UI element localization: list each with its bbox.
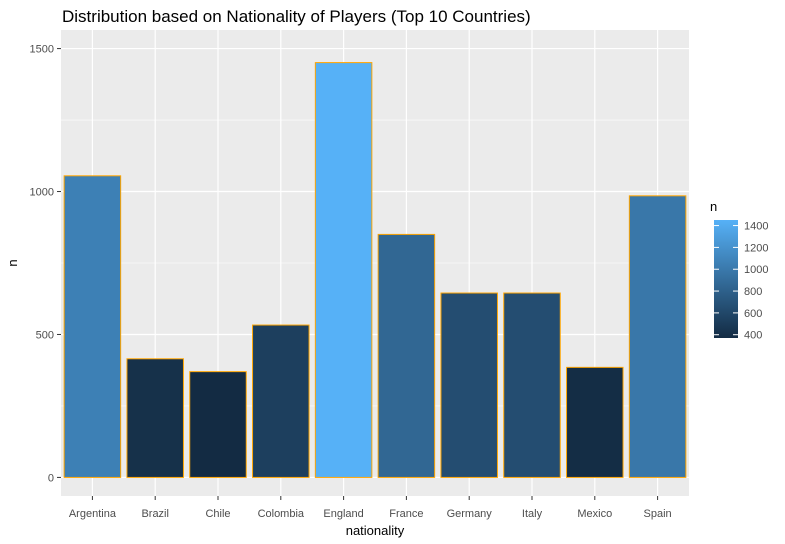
x-tick-label: Mexico <box>577 508 612 520</box>
legend-label: 400 <box>744 330 762 342</box>
legend-label: 600 <box>744 308 762 320</box>
x-tick-label: Spain <box>644 508 672 520</box>
legend-colorbar <box>714 220 738 338</box>
y-tick-label: 0 <box>48 472 54 484</box>
bar-england <box>314 62 373 478</box>
bar-brazil <box>126 358 184 478</box>
y-axis-title: n <box>5 259 20 266</box>
x-tick-label: Chile <box>205 508 230 520</box>
x-tick-label: Colombia <box>258 508 305 520</box>
bar-italy <box>503 292 561 478</box>
bar-chile <box>189 371 247 478</box>
x-axis-title: nationality <box>346 523 405 538</box>
x-tick-label: France <box>389 508 423 520</box>
y-axis: 0 500 1000 1500 <box>30 44 61 484</box>
x-tick-label: Argentina <box>69 508 117 520</box>
legend-label: 800 <box>744 286 762 298</box>
legend: n 1400 1200 1000 800 600 400 <box>710 199 768 342</box>
bar-argentina <box>63 175 122 478</box>
bar-spain <box>628 195 687 478</box>
x-tick-label: Brazil <box>141 508 169 520</box>
x-axis: Argentina Brazil Chile Colombia England Franc… <box>69 496 672 520</box>
x-tick-label: England <box>323 508 363 520</box>
chart-title: Distribution based on Nationality of Pla… <box>62 7 531 26</box>
bar-colombia <box>252 324 310 478</box>
bars <box>63 62 687 478</box>
y-tick-label: 1000 <box>30 187 54 199</box>
y-tick-label: 1500 <box>30 44 54 56</box>
bar-germany <box>440 292 498 478</box>
legend-label: 1000 <box>744 264 768 276</box>
y-tick-label: 500 <box>36 329 54 341</box>
legend-label: 1400 <box>744 221 768 233</box>
legend-label: 1200 <box>744 242 768 254</box>
bar-france <box>377 233 436 478</box>
x-tick-label: Germany <box>447 508 493 520</box>
legend-title: n <box>710 199 717 214</box>
x-tick-label: Italy <box>522 508 543 520</box>
bar-mexico <box>566 366 624 478</box>
